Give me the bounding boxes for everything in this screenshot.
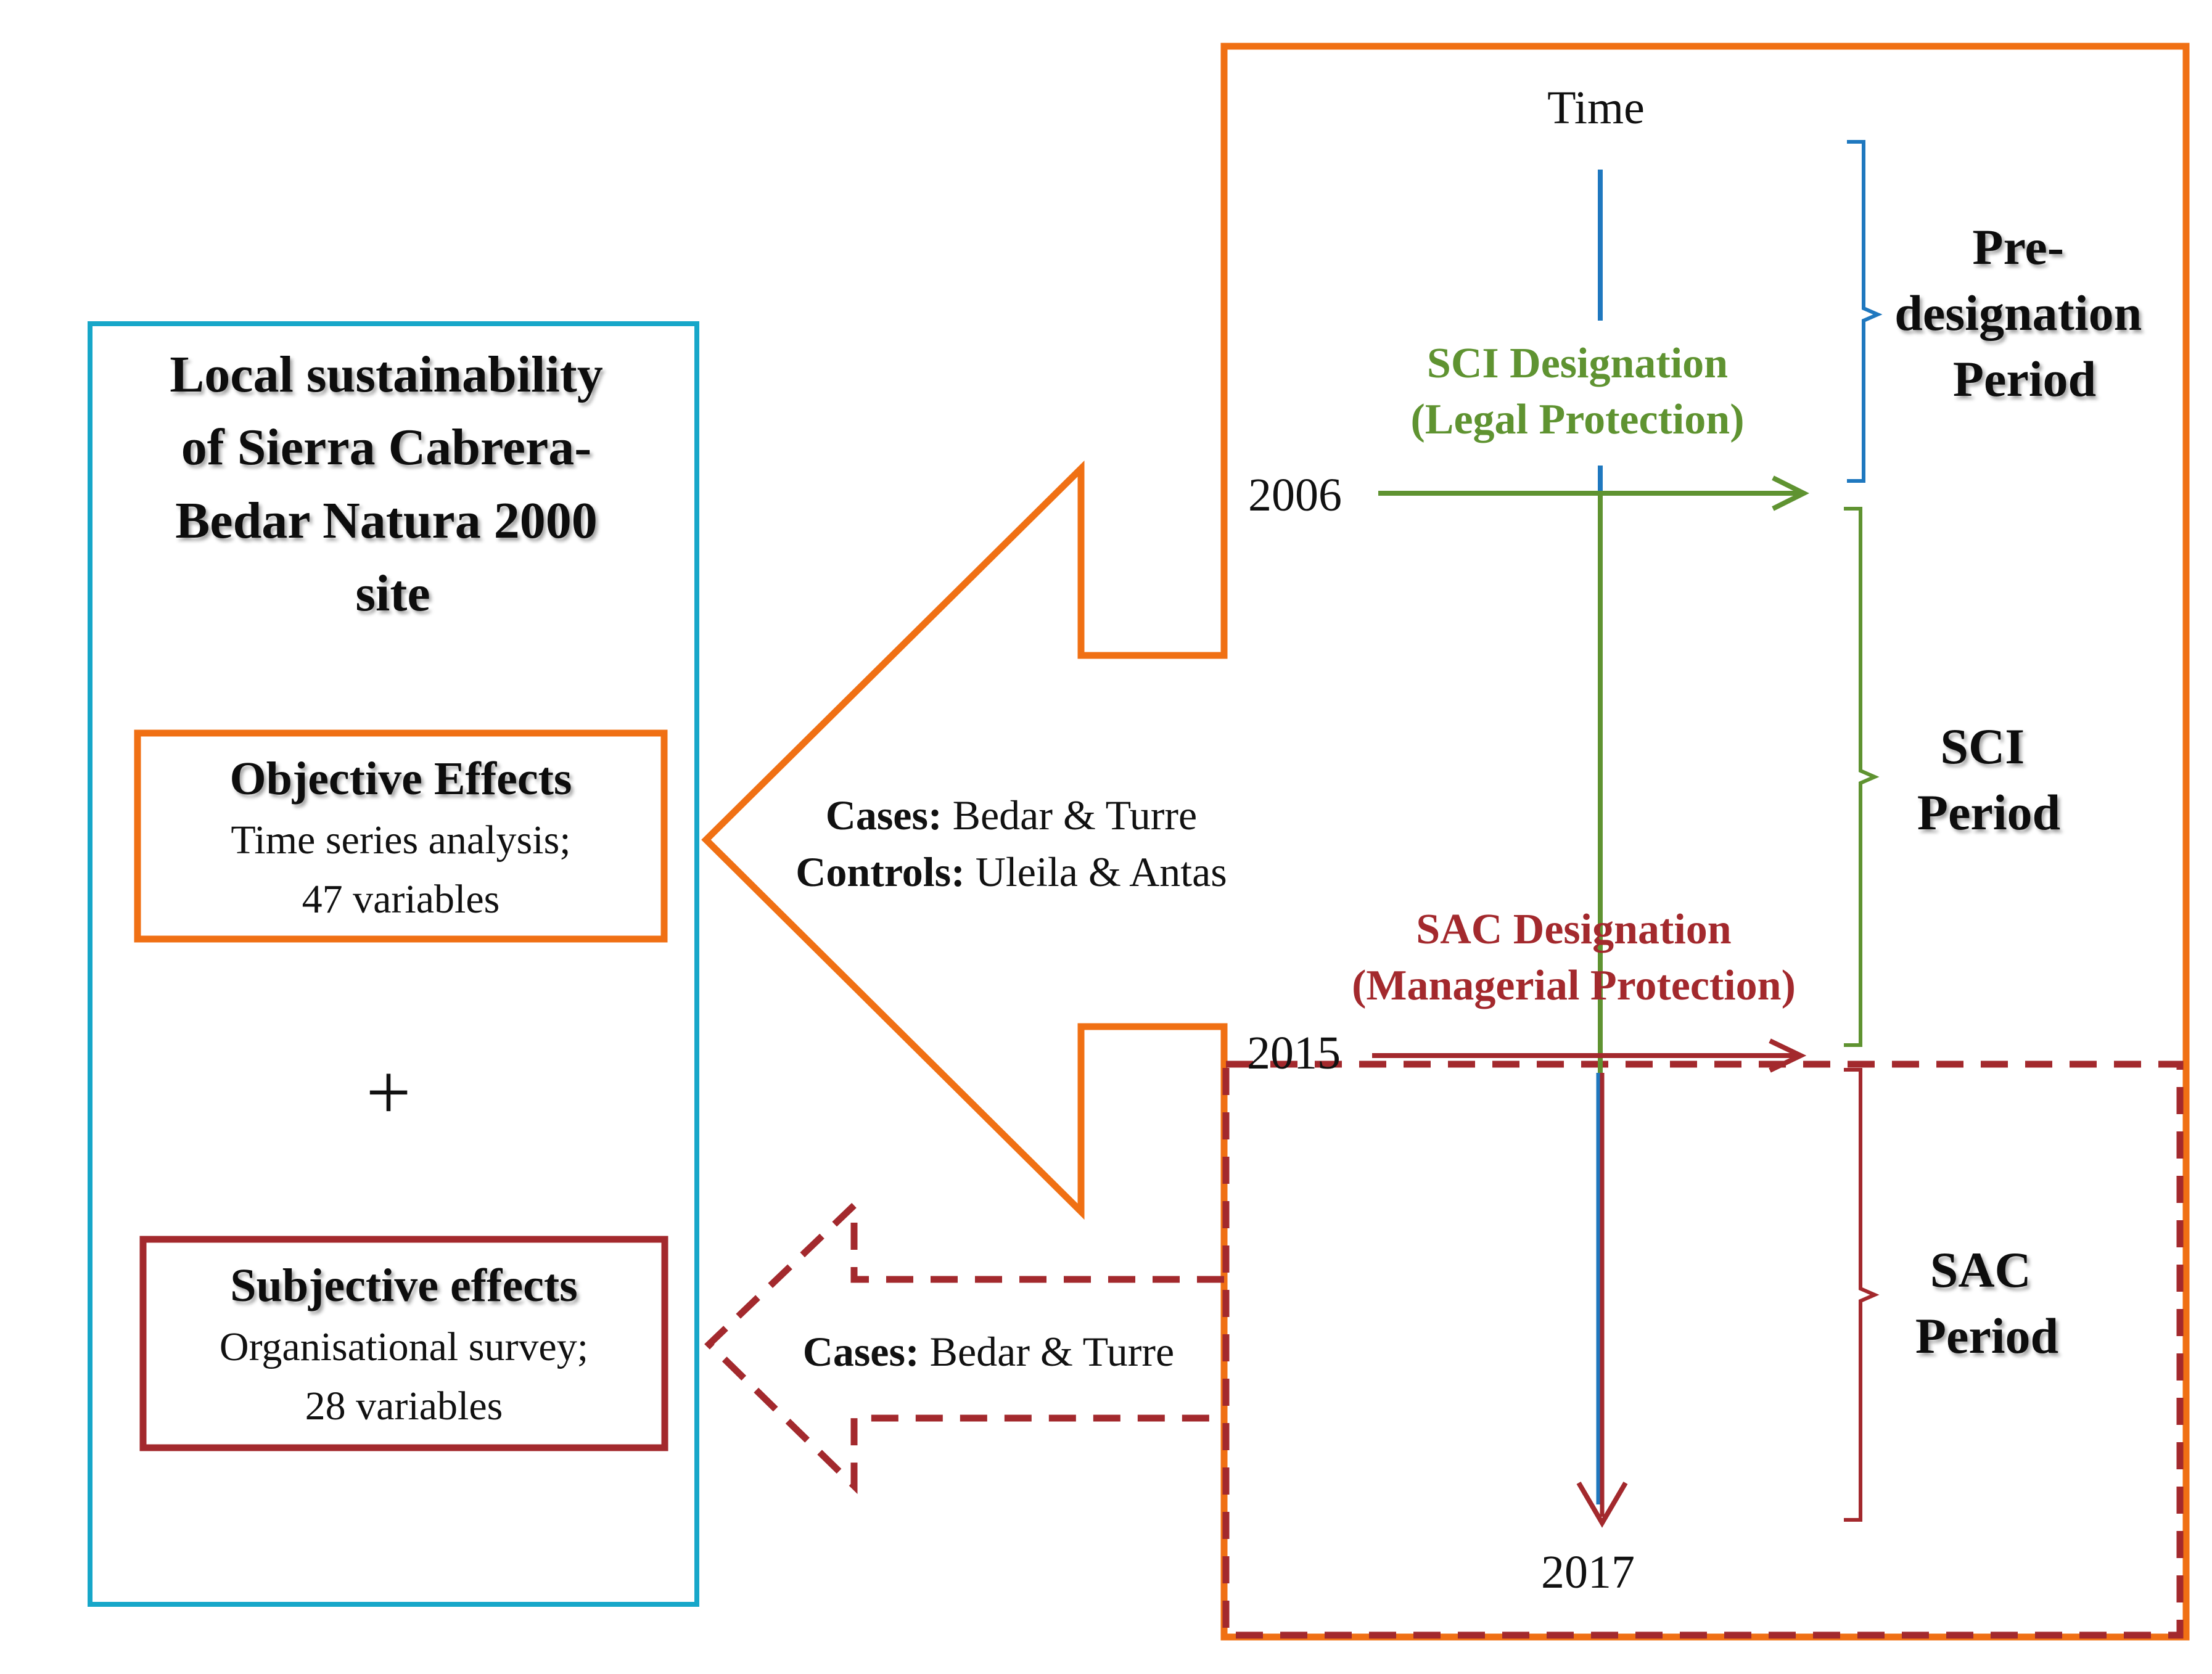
- objective-controls-text: Controls: Uleila & Antas: [796, 848, 1227, 895]
- sac-designation-arrowhead: [1769, 1038, 1807, 1073]
- timeline-arrowhead: [1576, 1481, 1628, 1528]
- subjective-effects-method: Organisational survey;: [220, 1324, 588, 1369]
- subjective-cases-text: Cases: Bedar & Turre: [803, 1328, 1175, 1375]
- subjective-effects-box: [139, 1236, 668, 1451]
- subjective-effects-title: Subjective effects: [230, 1260, 577, 1311]
- sac-period-frame: [1222, 1061, 2184, 1639]
- sac-period-brace: [1844, 1068, 1880, 1522]
- objective-effects-box: [134, 729, 668, 943]
- objective-effects-title: Objective Effects: [230, 753, 572, 805]
- pre-designation-period-label: Pre- designation Period: [1894, 219, 2155, 407]
- year-2017: 2017: [1541, 1546, 1635, 1598]
- objective-effects-arrow: [701, 43, 2190, 1641]
- time-axis-title: Time: [1547, 82, 1645, 134]
- sac-period-label: SAC Period: [1915, 1242, 2058, 1364]
- objective-effects-method: Time series analysis;: [231, 818, 570, 863]
- sci-designation-arrowhead: [1772, 475, 1809, 511]
- year-2015: 2015: [1247, 1027, 1341, 1079]
- plus-sign: +: [366, 1048, 411, 1137]
- sustainability-panel: [88, 321, 699, 1607]
- sac-designation-label: SAC Designation: [1416, 906, 1731, 953]
- year-2006: 2006: [1248, 469, 1342, 521]
- sci-period-brace: [1844, 507, 1880, 1047]
- subjective-effects-variables: 28 variables: [305, 1384, 503, 1429]
- pre-designation-brace: [1847, 140, 1883, 483]
- objective-effects-variables: 47 variables: [302, 877, 500, 922]
- panel-title: Local sustainability of Sierra Cabrera- …: [170, 346, 615, 622]
- sci-designation-sublabel: (Legal Protection): [1410, 396, 1744, 443]
- sci-period-label: SCI Period: [1917, 718, 2060, 840]
- sci-designation-label: SCI Designation: [1427, 340, 1728, 387]
- subjective-effects-arrow: [704, 1197, 1224, 1495]
- sac-designation-sublabel: (Managerial Protection): [1352, 962, 1796, 1009]
- objective-cases-text: Cases: Bedar & Turre: [826, 792, 1198, 839]
